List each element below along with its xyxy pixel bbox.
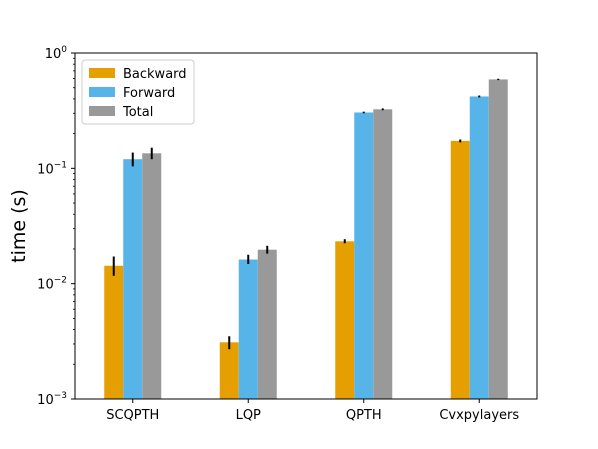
- bar-backward-scqpth: [104, 265, 124, 399]
- legend-swatch-total: [89, 106, 115, 116]
- bar-total-lqp: [257, 249, 277, 399]
- y-tick-label: 100: [45, 45, 68, 62]
- x-tick-label: Cvxpylayers: [439, 408, 519, 423]
- legend-swatch-forward: [89, 87, 115, 97]
- bar-backward-lqp: [219, 342, 239, 399]
- bar-forward-scqpth: [123, 159, 143, 399]
- bar-backward-cvxpylayers: [450, 140, 470, 400]
- legend-label-total: Total: [122, 105, 153, 120]
- bars-layer: [104, 79, 508, 400]
- error-bars-layer: [112, 78, 500, 350]
- legend-label-backward: Backward: [123, 67, 187, 82]
- bar-total-qpth: [373, 109, 393, 400]
- bar-forward-cvxpylayers: [469, 96, 489, 400]
- y-tick-label: 10−1: [37, 160, 67, 177]
- bar-forward-lqp: [238, 259, 258, 399]
- x-axis: SCQPTH LQP QPTH Cvxpylayers: [106, 399, 519, 423]
- x-tick-label: LQP: [236, 408, 261, 423]
- y-tick-label: 10−2: [37, 276, 67, 293]
- legend-label-forward: Forward: [123, 86, 175, 101]
- bar-backward-qpth: [335, 241, 355, 399]
- bar-total-cvxpylayers: [488, 79, 508, 399]
- plot-frame: [74, 52, 538, 400]
- legend-swatch-backward: [89, 68, 115, 78]
- x-tick-label: QPTH: [346, 408, 382, 423]
- y-axis: 10−3 10−2 10−1 100: [37, 45, 75, 408]
- y-tick-label: 10−3: [37, 391, 67, 408]
- bar-total-scqpth: [142, 153, 162, 399]
- y-axis-label: time (s): [8, 189, 30, 263]
- x-tick-label: SCQPTH: [106, 408, 159, 423]
- bar-forward-qpth: [354, 112, 374, 399]
- legend: Backward Forward Total: [81, 59, 195, 125]
